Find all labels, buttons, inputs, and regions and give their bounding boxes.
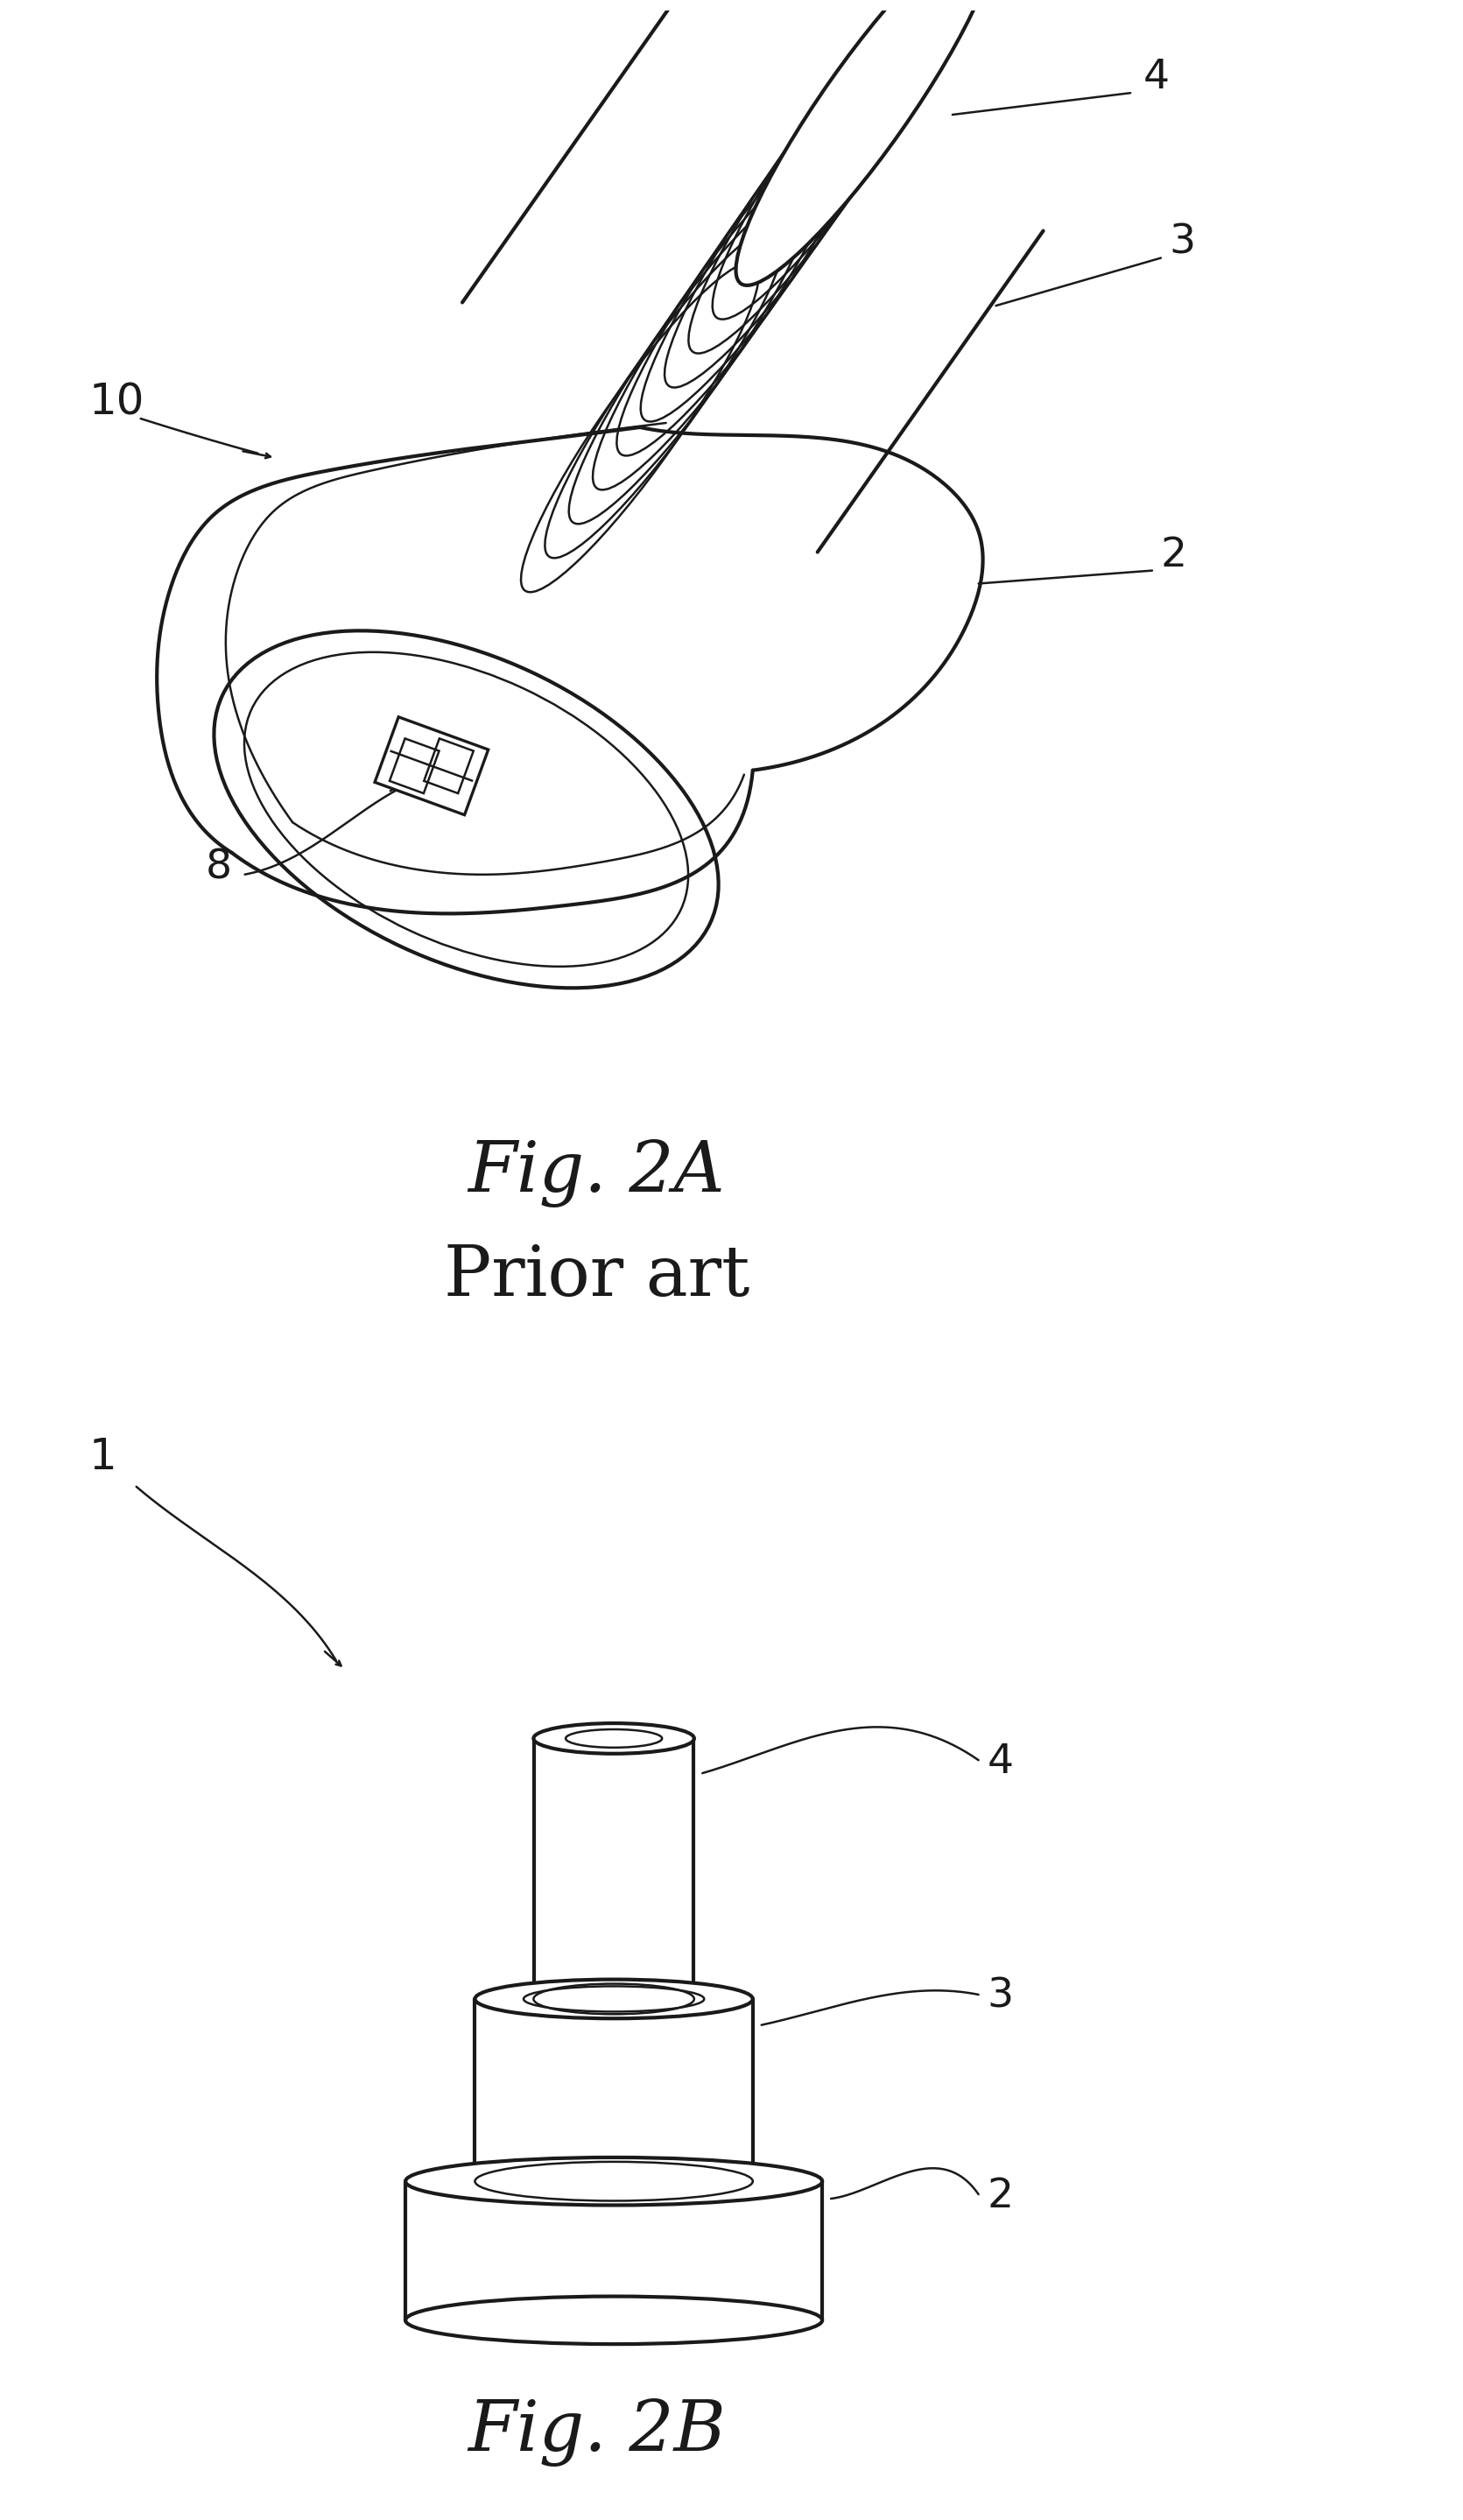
Ellipse shape: [534, 1724, 693, 1754]
Ellipse shape: [534, 1983, 693, 2013]
Text: 4: 4: [988, 1741, 1014, 1782]
Text: Fig. 2A: Fig. 2A: [468, 1139, 726, 1207]
Text: 2: 2: [988, 2177, 1014, 2215]
Ellipse shape: [736, 0, 995, 285]
Text: Fig. 2B: Fig. 2B: [468, 2399, 726, 2467]
Text: 8: 8: [206, 849, 233, 887]
Text: 3: 3: [1169, 222, 1195, 262]
Ellipse shape: [475, 2162, 753, 2200]
Ellipse shape: [405, 2157, 822, 2205]
Text: 3: 3: [988, 1978, 1014, 2016]
Text: 1: 1: [89, 1436, 117, 1479]
Ellipse shape: [214, 630, 718, 988]
Ellipse shape: [405, 2296, 822, 2344]
Text: 4: 4: [1144, 58, 1170, 98]
Ellipse shape: [475, 1978, 753, 2019]
Polygon shape: [375, 718, 489, 814]
Text: 2: 2: [1160, 537, 1186, 575]
Text: 10: 10: [89, 381, 145, 423]
Text: Prior art: Prior art: [443, 1242, 749, 1310]
